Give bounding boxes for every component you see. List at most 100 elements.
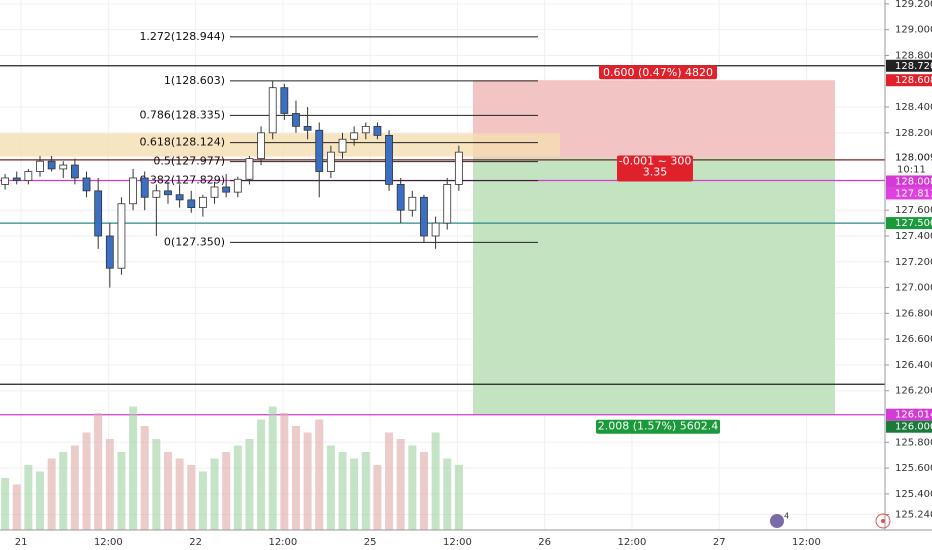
candle-body: [117, 203, 126, 269]
volume-bar: [291, 426, 300, 530]
price-badge: [886, 74, 932, 87]
candle-body: [94, 190, 103, 237]
candle-body: [443, 184, 452, 224]
price-badge-label: 128.720: [895, 61, 932, 72]
x-tick-label: 12:00: [443, 537, 472, 548]
position-label-bg: [599, 65, 717, 80]
x-tick-label: 22: [189, 537, 202, 548]
fib-label: 1.272(128.944): [139, 30, 225, 43]
price-badge: [886, 59, 932, 72]
candle-body: [198, 196, 207, 209]
y-tick-label: 129.200: [895, 0, 932, 10]
y-tick-label: 125.400: [895, 489, 932, 500]
position-label-bg: [596, 419, 720, 434]
y-tick-label: 128.200: [895, 128, 932, 139]
price-badge-label: 127.500: [895, 218, 932, 229]
y-tick-label: 128.400: [895, 102, 932, 113]
settings-icon[interactable]: [875, 513, 891, 529]
candle-body: [420, 196, 428, 237]
volume-bar: [222, 452, 231, 530]
volume-bar: [419, 452, 428, 530]
candle-body: [105, 235, 114, 269]
fib-label: 0.618(128.124): [139, 136, 225, 149]
candle-body: [36, 160, 44, 172]
position-lower-label: 2.008 (1.57%) 5602.4: [598, 420, 719, 433]
price-badge-label: 127.811: [895, 188, 932, 199]
candle-body: [210, 186, 219, 198]
volume-bar: [1, 478, 10, 530]
events-count: 4: [784, 512, 789, 521]
candle-body: [454, 151, 463, 185]
countdown: 10:11: [897, 164, 926, 175]
volume-bar: [431, 432, 440, 530]
candle-body: [292, 113, 300, 127]
candle-body: [350, 132, 359, 140]
candle-body: [245, 158, 254, 180]
volume-bar: [210, 458, 219, 530]
y-tick-label: 127.000: [895, 283, 932, 294]
candle-body: [268, 87, 277, 134]
price-badge: [886, 175, 932, 188]
volume-bar: [70, 445, 79, 530]
candle-body: [396, 184, 405, 211]
candle-body: [385, 135, 393, 185]
volume-bar: [94, 413, 103, 530]
candle-body: [373, 125, 382, 136]
volume-bar: [396, 439, 405, 530]
candle-body: [164, 190, 172, 196]
price-badge: [886, 151, 932, 164]
x-tick-label: 12:00: [94, 537, 123, 548]
volume-bar: [268, 406, 277, 530]
fib-label: 0(127.350): [164, 235, 225, 248]
volume-bar: [303, 432, 312, 530]
price-badge: [886, 420, 932, 433]
y-tick-label: 128.800: [895, 50, 932, 61]
price-badge: [886, 217, 932, 230]
volume-bar: [408, 445, 417, 530]
position-label-bg: [617, 155, 693, 182]
candle-body: [129, 177, 137, 205]
volume-bar: [105, 439, 114, 530]
candle-body: [71, 164, 79, 179]
volume-bar: [140, 426, 149, 530]
candle-body: [175, 194, 184, 201]
candle-body: [233, 178, 242, 193]
y-tick-label: 126.800: [895, 308, 932, 319]
candle-body: [303, 125, 312, 131]
candle-body: [280, 87, 289, 114]
candle-body: [326, 151, 335, 172]
volume-bar: [257, 419, 266, 530]
candle-body: [431, 222, 440, 237]
volume-bar: [175, 458, 184, 530]
y-tick-label: 126.600: [895, 334, 932, 345]
candle-body: [338, 138, 347, 153]
price-badge: [886, 408, 932, 421]
x-tick-label: 27: [713, 537, 726, 548]
settings-dot: [881, 519, 885, 523]
volume-bar: [117, 452, 126, 530]
candle-body: [361, 125, 370, 134]
candle-body: [59, 164, 68, 170]
candle-body: [187, 199, 196, 209]
volume-bar: [338, 452, 347, 530]
target-zone: [473, 157, 835, 415]
volume-bar: [385, 432, 394, 530]
volume-bar: [280, 413, 289, 530]
candle-body: [1, 177, 9, 185]
volume-bar: [198, 471, 207, 530]
candle-body: [315, 129, 324, 172]
position-entry-label: 3.35: [643, 165, 668, 178]
volume-bar: [233, 445, 242, 530]
candle-body: [140, 177, 149, 198]
fib-band: [0, 133, 560, 157]
y-tick-label: 126.400: [895, 360, 932, 371]
volume-bar: [152, 439, 161, 530]
y-tick-label: 126.200: [895, 386, 932, 397]
volume-bar: [163, 452, 172, 530]
events-icon[interactable]: [770, 514, 784, 528]
y-tick-label: 127.600: [895, 205, 932, 216]
x-tick-label: 25: [364, 537, 377, 548]
fib-label: 1(128.603): [164, 74, 225, 87]
volume-bar: [443, 458, 452, 530]
